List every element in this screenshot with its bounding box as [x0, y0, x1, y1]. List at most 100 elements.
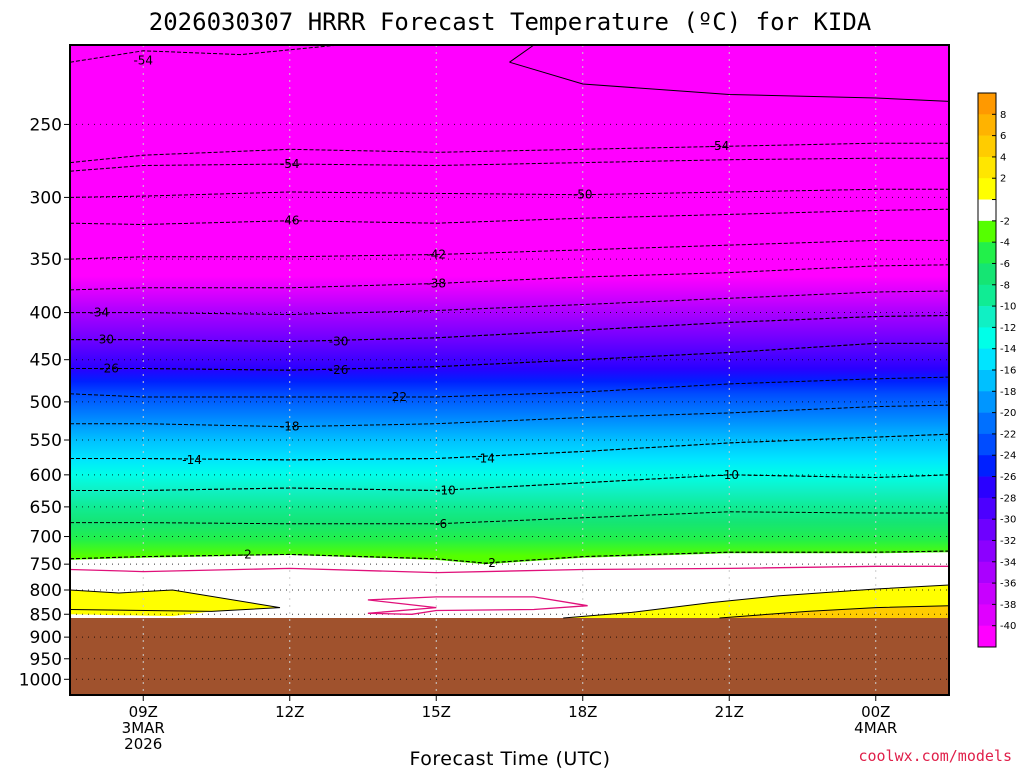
contour-label: -26 [99, 361, 119, 375]
plot-fills [70, 45, 949, 695]
contour-line [70, 550, 949, 564]
contour-line [70, 290, 949, 316]
colorbar-tick-label: -34 [1000, 557, 1016, 568]
contour-label: -2 [484, 556, 496, 570]
contour-label: -6 [435, 517, 447, 531]
contour-label: -2 [240, 547, 252, 561]
colorbar-segment [978, 561, 996, 584]
colorbar-tick-label: 2 [1000, 174, 1006, 185]
x-tick-label: 4MAR [854, 719, 897, 737]
colorbar-segment [978, 306, 996, 328]
x-axis-label: Forecast Time (UTC) [410, 748, 611, 768]
contour-label: -10 [719, 468, 739, 482]
colorbar-segment [978, 625, 996, 648]
colorbar-tick-label: -10 [1000, 302, 1016, 313]
contour-line [70, 188, 949, 198]
y-tick-label: 600 [30, 466, 62, 486]
contour-label: -30 [94, 333, 114, 347]
contour-line [70, 404, 949, 428]
colorbar-tick-label: -30 [1000, 515, 1016, 526]
x-tick-label: 09Z [129, 703, 158, 721]
colorbar-segment [978, 242, 996, 264]
contour-line [70, 376, 949, 398]
colorbar-tick-label: -4 [1000, 238, 1010, 249]
freezing-isotherm-enclosed [367, 596, 588, 615]
contour-line [70, 589, 281, 612]
y-tick-label: 900 [30, 628, 62, 648]
underground-fill [70, 618, 949, 695]
colorbar-tick-label: 8 [1000, 110, 1006, 121]
colorbar-segment [978, 263, 996, 286]
colorbar-tick-label: -12 [1000, 323, 1016, 334]
y-tick-label: 450 [30, 351, 62, 371]
plot-contour-labels: -54 -54 -54 -50 -46 -42 -38 -34 -30 -30 -26 -26 -22 -… [89, 53, 739, 570]
y-tick-label: 650 [30, 498, 62, 518]
contour-line [70, 511, 949, 525]
colorbar-segment [978, 135, 996, 158]
contour-line [70, 142, 949, 164]
colorbar-tick-label: -38 [1000, 600, 1016, 611]
y-tick-label: 850 [30, 605, 62, 625]
colorbar-segment [978, 455, 996, 477]
y-tick-label: 250 [30, 115, 62, 135]
y-tick-label: 550 [30, 431, 62, 451]
contour-label: -34 [89, 306, 109, 320]
x-tick-label: 15Z [422, 703, 451, 721]
contour-label: -22 [387, 390, 407, 404]
x-tick-label: 00Z [861, 703, 890, 721]
colorbar-tick-label: -26 [1000, 472, 1016, 483]
colorbar-segment [978, 370, 996, 392]
colorbar-segment [978, 497, 996, 520]
x-tick-label: 2026 [124, 735, 162, 753]
colorbar-tick-label: -20 [1000, 408, 1016, 419]
colorbar-segment [978, 476, 996, 499]
colorbar-segment [978, 178, 996, 200]
contour-line [70, 264, 949, 291]
colorbar-segment [978, 519, 996, 541]
contour-label: -42 [426, 248, 446, 262]
x-tick-label: 18Z [568, 703, 597, 721]
credit-link[interactable]: coolwx.com/models [858, 747, 1012, 765]
colorbar-tick-label: -16 [1000, 366, 1016, 377]
colorbar-tick-label: 4 [1000, 152, 1006, 163]
y-tick-label: 950 [30, 650, 62, 670]
colorbar-tick-label: -32 [1000, 536, 1016, 547]
y-tick-label: 1000 [19, 670, 62, 690]
colorbar-segment [978, 604, 996, 626]
contour-label: -14 [182, 453, 202, 467]
contour-label: -10 [436, 484, 456, 498]
y-tick-label: 300 [30, 188, 62, 208]
colorbar-tick-label: -36 [1000, 579, 1016, 590]
contour-label: -38 [426, 277, 446, 291]
colorbar-tick-label: -18 [1000, 387, 1016, 398]
freezing-isotherm [70, 565, 949, 574]
colorbar-tick-label: -2 [1000, 216, 1010, 227]
colorbar-segment [978, 220, 996, 243]
contour-label: -54 [280, 157, 300, 171]
colorbar-segment [978, 348, 996, 371]
contour-line [70, 342, 949, 371]
contour-line [509, 45, 535, 63]
colorbar-segment [978, 583, 996, 605]
colorbar-segment [978, 540, 996, 563]
warm-nose-left [70, 590, 280, 617]
plot-contours [70, 45, 949, 619]
contour-label: -54 [710, 139, 730, 153]
colorbar-segment [978, 199, 996, 222]
colorbar-tick-label: -8 [1000, 280, 1010, 291]
y-tick-label: 800 [30, 581, 62, 601]
colorbar-legend: 8 6 4 2 -2 -4 -6 -8 -10 -12 -14 -16 -18 -20 -22 -24 -26 -… [977, 92, 1016, 648]
contour-line [70, 157, 949, 172]
colorbar-tick-label: -22 [1000, 429, 1016, 440]
contour-label: -30 [329, 334, 349, 348]
contour-line [563, 584, 949, 619]
contour-label: -50 [573, 188, 593, 202]
warm-core-right [719, 605, 949, 618]
y-axis: 250 300 350 400 450 500 550 600 650 700 750 800 850 9… [19, 115, 70, 690]
contour-line [719, 605, 949, 619]
x-tick-label: 3MAR [122, 719, 165, 737]
colorbar-segment [978, 114, 996, 136]
colorbar-segment [978, 327, 996, 349]
y-tick-label: 400 [30, 304, 62, 324]
